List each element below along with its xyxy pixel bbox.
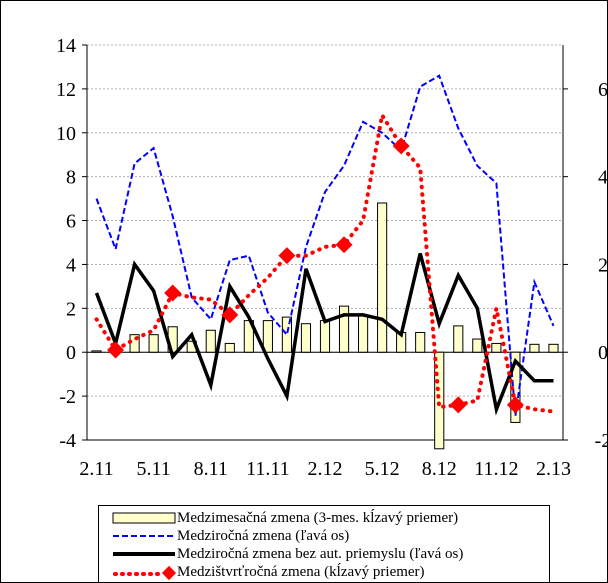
y-left-tick-label: 10 — [56, 123, 76, 145]
y-left-tick-label: -4 — [59, 430, 76, 452]
bar-mark — [281, 316, 292, 353]
bar-mark — [472, 338, 483, 353]
y-left-tick-label: 12 — [56, 79, 76, 101]
series-marker-qoq — [278, 247, 296, 265]
series-marker-qoq — [392, 137, 410, 155]
legend-item-yoy-ex-auto: Medziročná zmena bez aut. priemyslu (ľav… — [99, 545, 547, 563]
y-left-tick-label: 14 — [56, 35, 76, 57]
legend-label-yoy-ex-auto: Medziročná zmena bez aut. priemyslu (ľav… — [177, 546, 464, 562]
y-left-tick-label: 0 — [66, 342, 76, 364]
legend: Medzimesačná zmena (3-mes. kĺzavý prieme… — [98, 505, 550, 583]
legend-label-yoy: Medziročná zmena (ľavá os) — [177, 528, 350, 544]
series-marker-qoq — [449, 396, 467, 414]
y-right-tick-label: 6 — [598, 79, 608, 101]
legend-label-bar: Medzimesačná zmena (3-mes. kĺzavý prieme… — [177, 510, 459, 526]
bar-mark — [358, 314, 369, 353]
y-right-tick-label: 4 — [598, 167, 608, 189]
x-tick-label: 2.11 — [79, 458, 113, 480]
bar-mark — [338, 305, 350, 353]
y-right-tick-label: 2 — [598, 254, 608, 276]
y-left-tick-label: -2 — [59, 386, 76, 408]
bar-mark — [262, 320, 273, 353]
y-left-tick-label: 8 — [66, 167, 76, 189]
legend-swatch-yoy — [113, 535, 175, 537]
bar-mark — [548, 343, 559, 353]
x-tick-label: 2.13 — [536, 458, 571, 480]
series-marker-qoq — [221, 306, 239, 324]
y-left-tick-label: 6 — [66, 211, 76, 233]
bar-mark — [453, 325, 464, 353]
x-tick-label: 5.11 — [137, 458, 171, 480]
x-tick-label: 8.11 — [194, 458, 228, 480]
legend-item-qoq: Medzištvrťročná zmena (kĺzavý priemer) — [99, 563, 547, 581]
bar-mark — [91, 350, 102, 353]
y-left-tick-label: 2 — [66, 298, 76, 320]
bar-mark — [224, 342, 235, 353]
series-line-qoq — [94, 109, 556, 414]
legend-item-yoy: Medziročná zmena (ľavá os) — [99, 527, 547, 545]
series-line-yoy — [95, 74, 555, 417]
x-tick-label: 2.12 — [308, 458, 343, 480]
x-tick-label: 5.12 — [365, 458, 400, 480]
bar-mark — [415, 331, 426, 353]
legend-swatch-yoy-ex-auto — [113, 552, 175, 556]
x-tick-label: 11.11 — [246, 458, 290, 480]
x-tick-label: 11.12 — [474, 458, 518, 480]
y-right-tick-label: 0 — [598, 342, 608, 364]
legend-label-qoq: Medzištvrťročná zmena (kĺzavý priemer) — [177, 564, 425, 580]
series-marker-qoq — [164, 284, 182, 302]
bar-mark — [491, 342, 502, 353]
bar-mark — [148, 334, 159, 353]
legend-item-bar: Medzimesačná zmena (3-mes. kĺzavý prieme… — [99, 509, 547, 527]
y-left-tick-label: 4 — [66, 254, 76, 276]
bar-mark — [434, 351, 445, 450]
legend-swatch-qoq — [113, 565, 177, 581]
bar-mark — [205, 329, 216, 353]
bar-mark — [377, 202, 388, 353]
series-line-yoy-ex-auto — [94, 253, 554, 416]
series-marker-qoq — [506, 396, 524, 414]
bar-mark — [319, 320, 331, 353]
bar-mark — [529, 343, 540, 353]
legend-swatch-bar — [112, 512, 176, 524]
x-tick-label: 8.12 — [422, 458, 457, 480]
series-marker-qoq — [107, 341, 125, 359]
bar-mark — [300, 323, 312, 353]
series-marker-qoq — [335, 236, 353, 254]
y-right-tick-label: -2 — [595, 430, 608, 452]
